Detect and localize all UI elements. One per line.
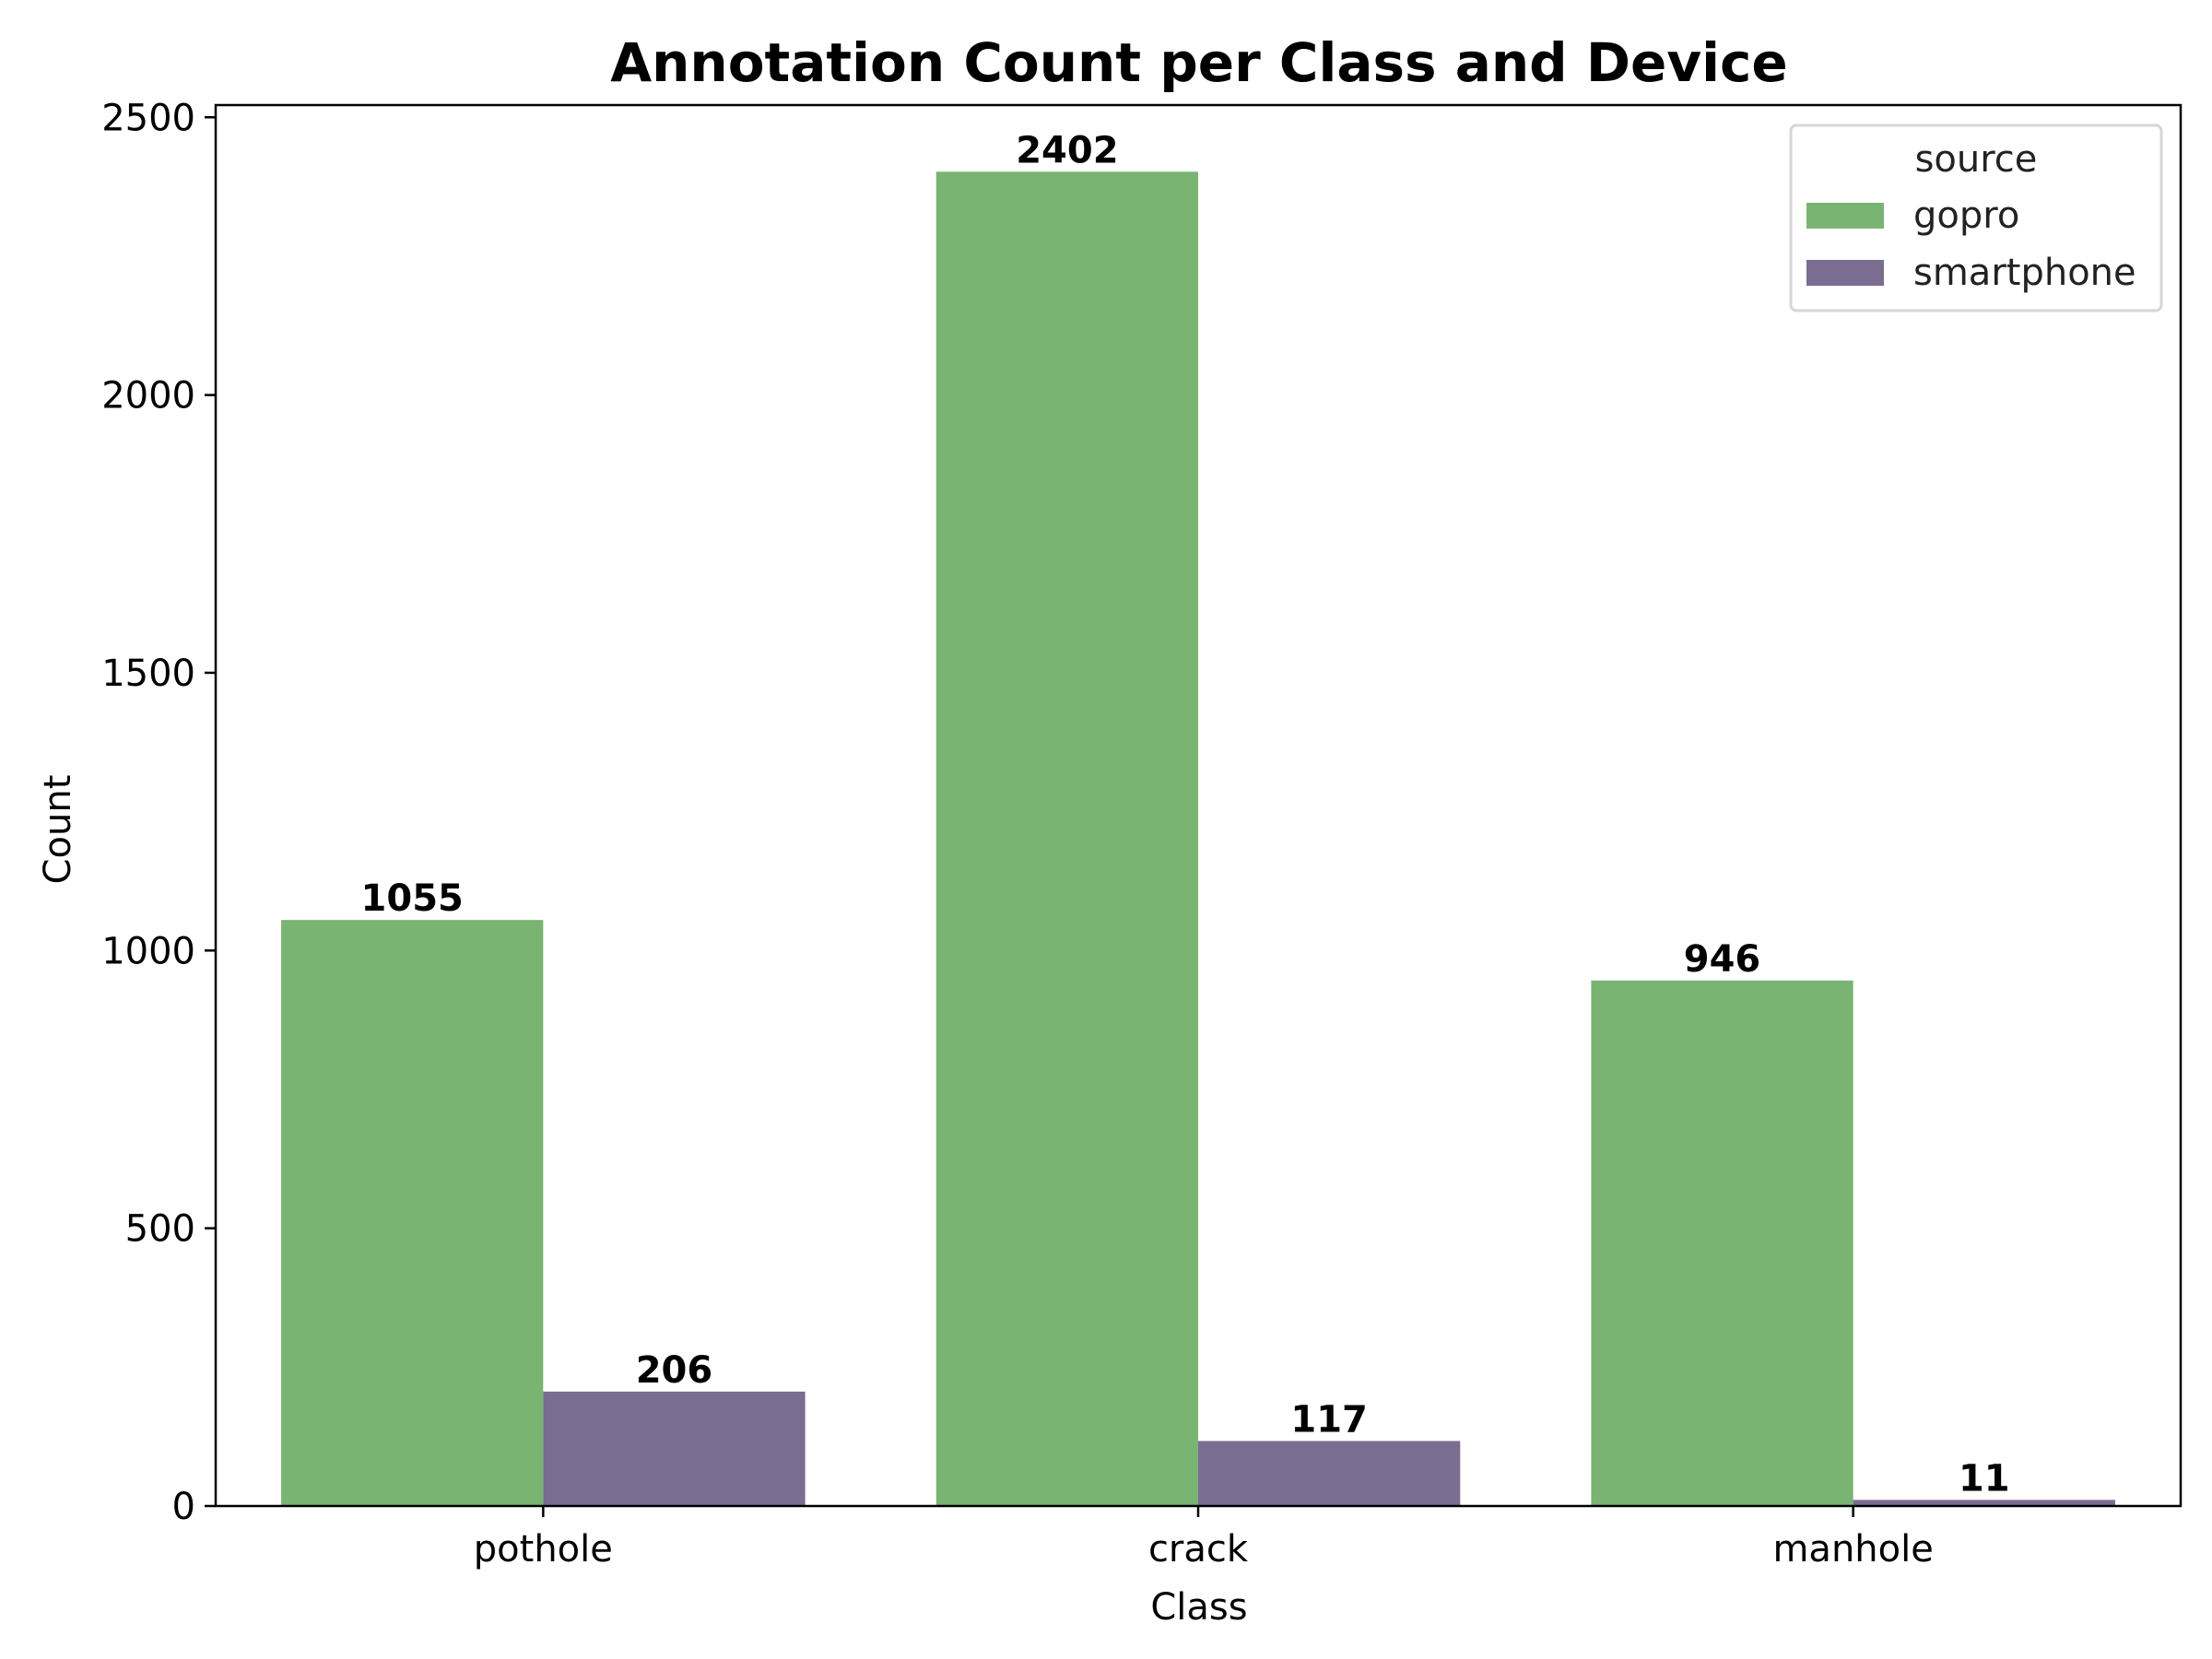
plot-area: 1055 2402 946 206 117 11 0 500 1000 1500 2000 2500 p… xyxy=(101,97,2183,1571)
y-tick-label: 0 xyxy=(172,1486,195,1528)
bar-gopro-manhole xyxy=(1591,980,1853,1506)
bar-smartphone-pothole xyxy=(543,1391,806,1506)
bar-gopro-pothole xyxy=(281,920,544,1506)
bar-smartphone-manhole xyxy=(1853,1500,2115,1506)
y-tick-label: 2000 xyxy=(101,375,195,418)
bar-value-label: 2402 xyxy=(1016,129,1118,171)
y-tick-label: 2500 xyxy=(101,97,195,139)
legend-entries: gopro smartphone xyxy=(1806,194,2136,294)
bar-value-label: 1055 xyxy=(361,877,464,920)
legend-title: source xyxy=(1915,138,2038,181)
y-tick-label: 1500 xyxy=(101,653,195,695)
legend-swatch-gopro xyxy=(1806,203,1884,229)
x-axis-label: Class xyxy=(1150,1586,1247,1629)
legend-swatch-smartphone xyxy=(1806,260,1884,286)
bar-value-label: 117 xyxy=(1290,1398,1368,1441)
x-tick-label: crack xyxy=(1148,1528,1249,1571)
bar-value-label: 11 xyxy=(1959,1457,2010,1500)
bar-gopro-crack xyxy=(935,171,1198,1506)
y-tick-label: 1000 xyxy=(101,930,195,972)
legend: source gopro smartphone xyxy=(1789,124,2163,312)
x-tick-label: pothole xyxy=(474,1528,613,1571)
y-tick-label: 500 xyxy=(125,1208,195,1251)
x-tick-label: manhole xyxy=(1772,1528,1933,1571)
y-axis-label: Count xyxy=(37,775,79,885)
bar-value-label: 946 xyxy=(1684,938,1761,981)
legend-label-gopro: gopro xyxy=(1913,194,2019,237)
chart-title: Annotation Count per Class and Device xyxy=(610,31,1788,94)
legend-label-smartphone: smartphone xyxy=(1913,252,2136,294)
bar-value-label: 206 xyxy=(636,1349,713,1392)
bar-smartphone-crack xyxy=(1198,1441,1461,1506)
